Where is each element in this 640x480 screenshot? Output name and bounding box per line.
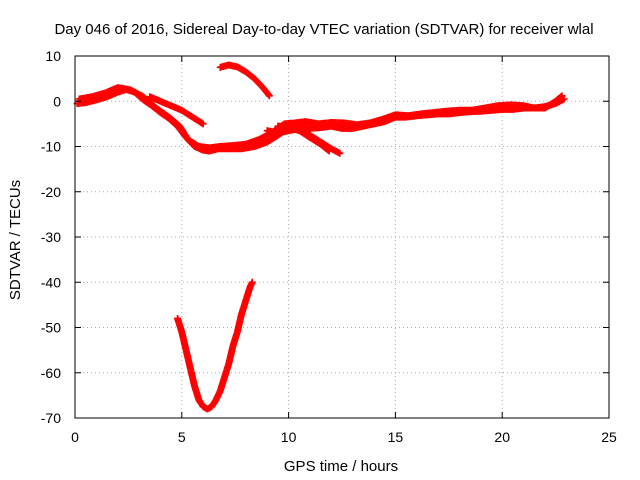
data-point [325, 147, 333, 155]
x-axis-label: GPS time / hours [284, 458, 398, 475]
x-tick-label: 15 [388, 429, 404, 445]
y-tick-label: -60 [41, 365, 61, 381]
data-point [557, 93, 565, 101]
data-point [324, 146, 332, 154]
y-tick-label: -30 [41, 229, 61, 245]
series-main-trace-c [146, 93, 207, 128]
data-point [265, 92, 273, 100]
grid [75, 56, 609, 418]
y-tick-label: -10 [41, 139, 61, 155]
data-point [199, 120, 207, 128]
x-tick-label: 10 [281, 429, 297, 445]
x-tick-label: 0 [71, 429, 79, 445]
series-v-shaped-trace [174, 278, 256, 413]
x-tick-label: 5 [178, 429, 186, 445]
y-tick-label: -70 [41, 410, 61, 426]
x-tick-label: 20 [494, 429, 510, 445]
series-short-trace-e [274, 122, 333, 155]
y-tick-label: -50 [41, 320, 61, 336]
y-tick-label: 10 [45, 48, 61, 64]
y-tick-label: 0 [53, 93, 61, 109]
series-descending-arc [216, 61, 273, 100]
data-point [264, 91, 272, 99]
y-axis-label: SDTVAR / TECUs [7, 180, 24, 300]
data-point [558, 92, 566, 100]
axis-ticks: 0 5 10 15 20 25 -70 -60 -50 -40 -30 -20 -10 0 10 [41, 48, 617, 445]
series-layer [73, 61, 568, 413]
data-point [336, 149, 344, 157]
chart-title: Day 046 of 2016, Sidereal Day-to-day VTE… [54, 21, 593, 38]
data-point [248, 278, 256, 286]
x-tick-label: 25 [601, 429, 617, 445]
y-tick-label: -20 [41, 184, 61, 200]
y-tick-label: -40 [41, 274, 61, 290]
